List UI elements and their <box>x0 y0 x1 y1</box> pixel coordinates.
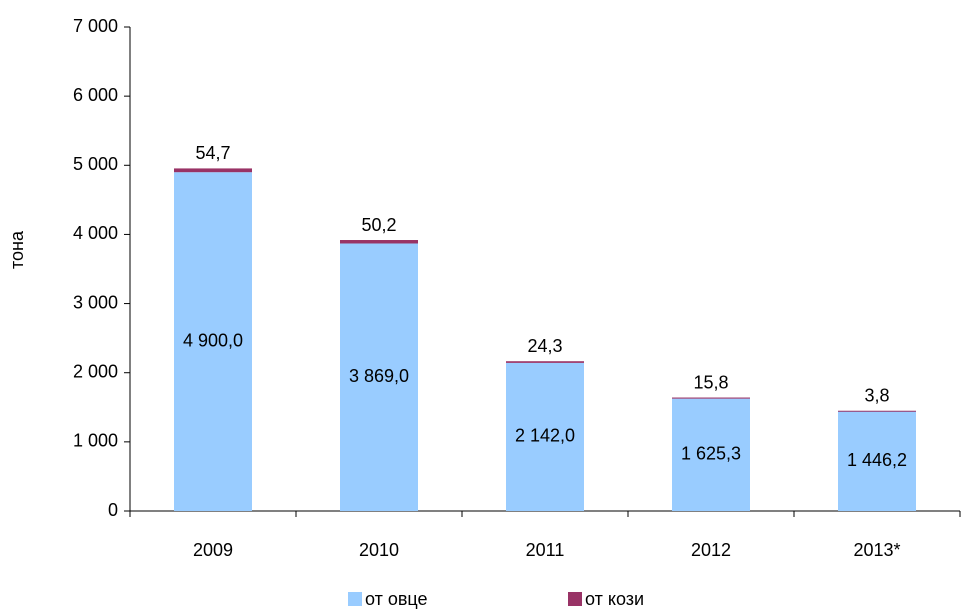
legend-swatch <box>348 592 362 606</box>
x-tick-label: 2013* <box>853 540 900 560</box>
data-label: 3,8 <box>864 385 889 405</box>
legend-label: от овце <box>365 589 428 609</box>
bar-segment <box>340 243 418 512</box>
bar-segment <box>174 172 252 511</box>
data-label: 1 625,3 <box>681 444 741 464</box>
x-tick-label: 2011 <box>526 540 565 560</box>
y-tick-label: 5 000 <box>73 154 118 174</box>
data-label: 2 142,0 <box>515 426 575 446</box>
x-tick-label: 2009 <box>193 540 233 560</box>
data-label: 15,8 <box>693 372 728 392</box>
data-label: 50,2 <box>361 215 396 235</box>
y-axis-label: тона <box>7 230 27 269</box>
data-label: 54,7 <box>195 143 230 163</box>
x-tick-label: 2012 <box>691 540 731 560</box>
legend-swatch <box>568 592 582 606</box>
data-label: 3 869,0 <box>349 366 409 386</box>
y-tick-label: 2 000 <box>73 361 118 381</box>
data-label: 24,3 <box>527 336 562 356</box>
data-label: 4 900,0 <box>183 330 243 350</box>
bar-segment <box>174 168 252 173</box>
bar-segment <box>672 398 750 511</box>
bar-segment <box>340 240 418 244</box>
y-tick-label: 4 000 <box>73 223 118 243</box>
y-tick-label: 3 000 <box>73 292 118 312</box>
legend-label: от кози <box>585 589 644 609</box>
bar-segment <box>838 411 916 511</box>
y-tick-label: 7 000 <box>73 16 118 36</box>
bar-segment <box>506 362 584 511</box>
x-tick-label: 2010 <box>359 540 399 560</box>
bar-segment <box>506 361 584 363</box>
y-tick-label: 0 <box>108 500 118 520</box>
y-tick-label: 6 000 <box>73 85 118 105</box>
bar-segment <box>838 410 916 412</box>
data-label: 1 446,2 <box>847 450 907 470</box>
y-tick-label: 1 000 <box>73 431 118 451</box>
bar-segment <box>672 397 750 399</box>
